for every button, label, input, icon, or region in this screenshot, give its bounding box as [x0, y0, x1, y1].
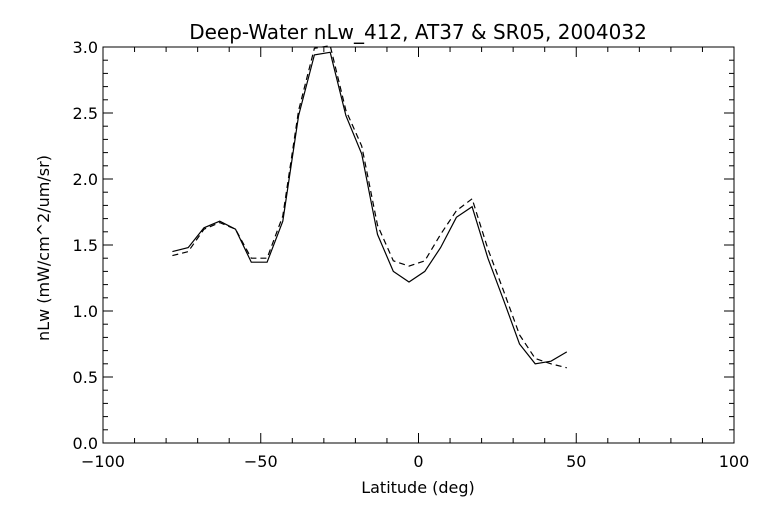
x-tick-label: −100 [81, 452, 125, 471]
x-tick-label: −50 [244, 452, 278, 471]
solid-series-line [172, 51, 568, 365]
y-tick-label: 2.0 [73, 170, 98, 189]
y-axis-label: nLw (mW/cm^2/um/sr) [34, 155, 53, 341]
plot-series [172, 45, 568, 369]
x-tick-label: 50 [566, 452, 586, 471]
y-tick-label: 0.0 [73, 434, 98, 453]
y-tick-label: 1.5 [73, 236, 98, 255]
y-tick-label: 3.0 [73, 38, 98, 57]
dashed-series-line [172, 45, 567, 369]
x-tick-label: 0 [413, 452, 423, 471]
y-tick-label: 1.0 [73, 302, 98, 321]
chart-title: Deep-Water nLw_412, AT37 & SR05, 2004032 [189, 20, 647, 44]
x-axis-label: Latitude (deg) [361, 478, 475, 497]
plot-axes: −100 −50 0 50 100 0.0 0.5 1.0 1.5 2.0 2.5 3.0 [73, 38, 750, 471]
x-tick-label: 100 [719, 452, 750, 471]
y-tick-label: 0.5 [73, 368, 98, 387]
y-tick-label: 2.5 [73, 104, 98, 123]
plot-frame [102, 46, 735, 444]
